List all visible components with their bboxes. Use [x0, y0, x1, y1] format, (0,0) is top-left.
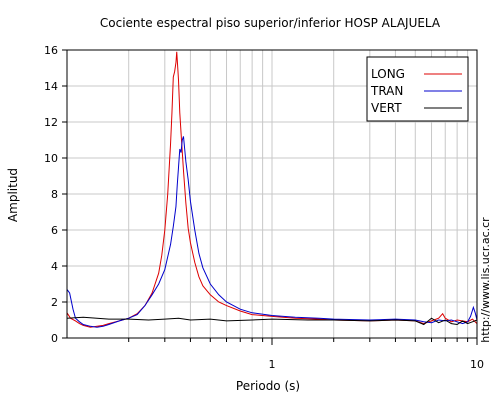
y-tick-label: 6 [51, 224, 58, 237]
legend-label-long: LONG [371, 67, 405, 81]
y-tick-label: 0 [51, 332, 58, 345]
x-tick-label: 10 [470, 358, 484, 371]
x-tick-label: 1 [269, 358, 276, 371]
legend-label-tran: TRAN [370, 84, 403, 98]
y-axis-label: Amplitud [6, 168, 20, 222]
y-tick-label: 12 [44, 116, 58, 129]
y-tick-label: 4 [51, 260, 58, 273]
legend-box [366, 56, 469, 122]
legend-label-vert: VERT [371, 101, 402, 115]
axis-ticks: 0 2 4 6 8 10 12 14 16 1 10 [44, 44, 484, 371]
chart-title: Cociente espectral piso superior/inferio… [100, 16, 441, 30]
series-line-vert [66, 316, 478, 326]
legend: LONG TRAN VERT [366, 56, 469, 122]
x-axis-label: Periodo (s) [236, 379, 300, 393]
source-credit: http://www.lis.ucr.ac.cr [479, 217, 492, 343]
series-lines [66, 51, 478, 328]
y-tick-label: 16 [44, 44, 58, 57]
y-tick-label: 14 [44, 80, 58, 93]
y-tick-label: 10 [44, 152, 58, 165]
y-tick-label: 2 [51, 296, 58, 309]
y-tick-label: 8 [51, 188, 58, 201]
